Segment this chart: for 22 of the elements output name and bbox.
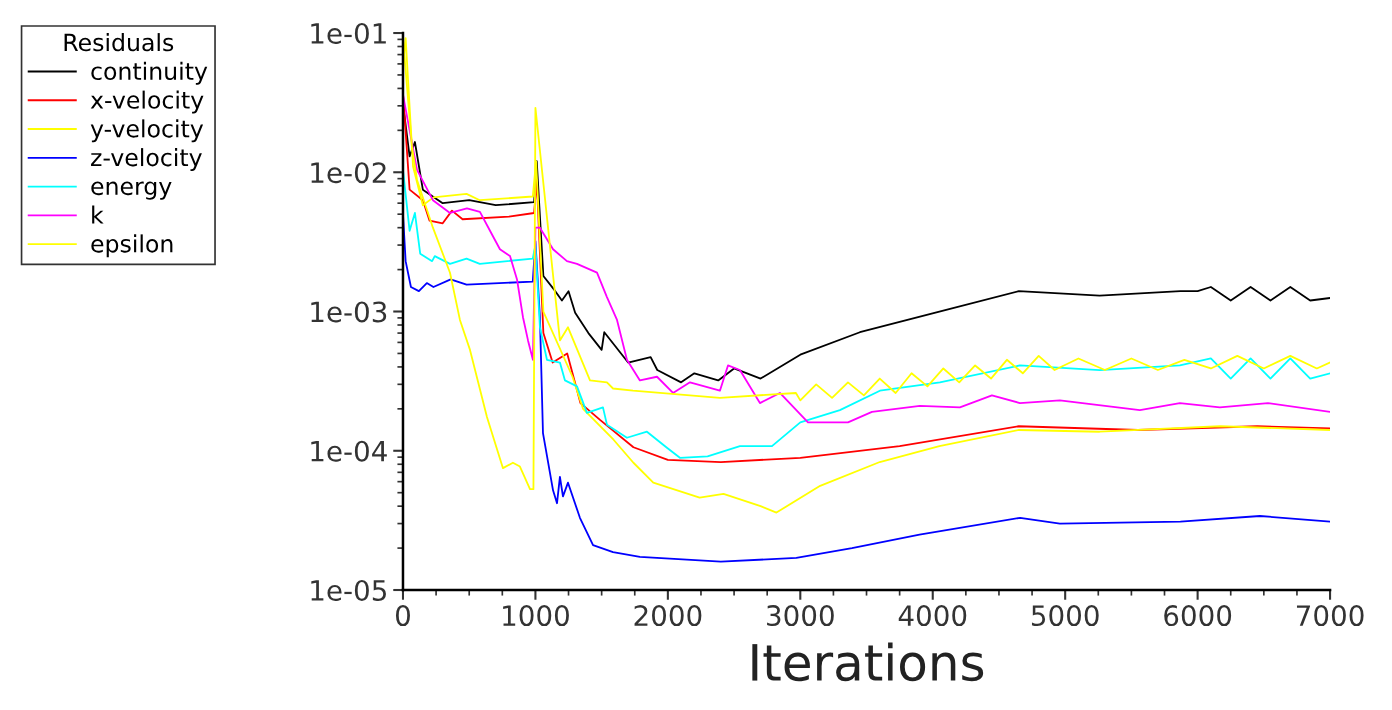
- legend-label: continuity: [91, 61, 208, 85]
- y-tick-label: 1e-04: [311, 440, 387, 462]
- legend-label: y-velocity: [90, 119, 204, 143]
- x-tick-label: 3000: [767, 605, 834, 627]
- x-tick-label: 7000: [1296, 605, 1364, 627]
- x-tick-label: 4000: [898, 605, 967, 627]
- legend-label: energy: [91, 181, 172, 200]
- x-tick-label: 5000: [1031, 605, 1099, 627]
- legend-label: x-velocity: [90, 90, 204, 114]
- legend-label: z-velocity: [91, 148, 202, 171]
- x-tick-label: 6000: [1164, 605, 1232, 627]
- x-tick-label: 2000: [634, 605, 702, 627]
- y-tick-label: 1e-02: [311, 162, 386, 184]
- legend-label: k: [92, 205, 104, 224]
- y-tick-label: 1e-03: [311, 301, 387, 323]
- x-tick-label: 1000: [503, 605, 569, 627]
- x-tick-label: 0: [395, 605, 410, 627]
- legend-label: epsilon: [91, 234, 173, 258]
- y-tick-label: 1e-05: [311, 579, 386, 601]
- y-tick-label: 1e-01: [311, 22, 386, 44]
- legend-title: Residuals: [64, 33, 174, 52]
- x-axis-title: Iterations: [752, 642, 984, 682]
